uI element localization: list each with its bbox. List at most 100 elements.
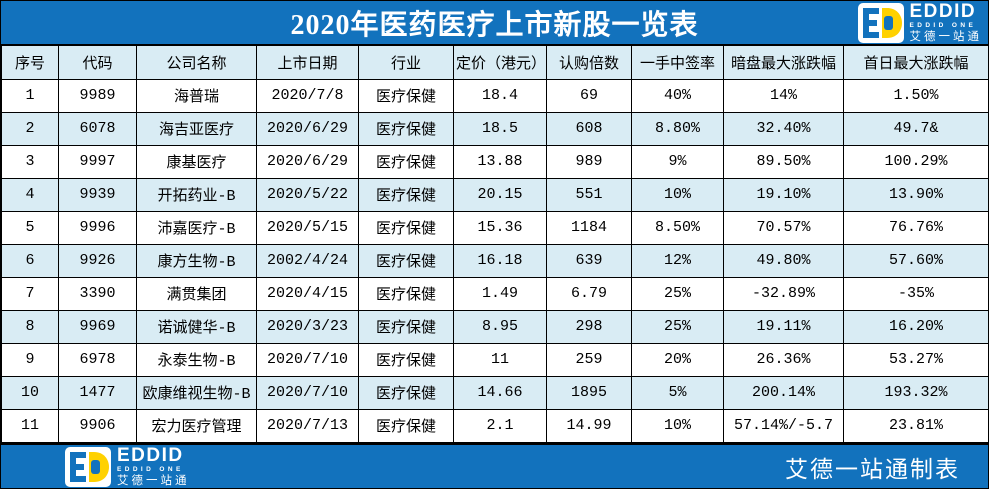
column-header: 一手中签率	[631, 44, 724, 80]
table-cell: 2020/6/29	[256, 144, 359, 179]
table-cell: 9996	[58, 210, 137, 245]
column-header: 序号	[1, 44, 59, 80]
table-cell: 14%	[723, 78, 844, 113]
table-cell: 10%	[631, 177, 724, 212]
table-cell: 89.50%	[723, 144, 844, 179]
table-cell: 沛嘉医疗-B	[136, 210, 257, 245]
table-cell: 医疗保健	[358, 309, 454, 344]
table-cell: 2020/7/10	[256, 375, 359, 410]
table-cell: 4	[1, 177, 59, 212]
table-cell: 2020/7/13	[256, 408, 359, 444]
brand-wordmark: EDDID	[117, 445, 184, 466]
brand-tagline: EDDID ONE	[909, 22, 977, 29]
table-cell: 19.10%	[723, 177, 844, 212]
eddid-monogram-icon	[65, 446, 111, 487]
table-cell: 53.27%	[843, 342, 988, 377]
column-header: 公司名称	[136, 44, 257, 80]
column-header: 认购倍数	[546, 44, 632, 80]
table-cell: 医疗保健	[358, 342, 454, 377]
table-cell: 16.18	[453, 243, 547, 278]
table-cell: 989	[546, 144, 632, 179]
column-header: 暗盘最大涨跌幅	[723, 44, 844, 80]
table-cell: 2020/5/22	[256, 177, 359, 212]
table-cell: 开拓药业-B	[136, 177, 257, 212]
table-cell: 宏力医疗管理	[136, 408, 257, 444]
table-cell: 25%	[631, 309, 724, 344]
table-cell: 8.95	[453, 309, 547, 344]
table-row: 5 9996 沛嘉医疗-B 2020/5/15 医疗保健 15.36 1184 8.50% 70…	[1, 210, 988, 245]
page-title: 2020年医药医疗上市新股一览表	[290, 9, 699, 41]
table-cell: 医疗保健	[358, 243, 454, 278]
table-cell: 76.76%	[843, 210, 988, 245]
table-cell: 13.90%	[843, 177, 988, 212]
table-cell: 193.32%	[843, 375, 988, 410]
table-cell: 298	[546, 309, 632, 344]
table-cell: 医疗保健	[358, 144, 454, 179]
table-cell: 14.66	[453, 375, 547, 410]
table-cell: 1895	[546, 375, 632, 410]
brand-tagline: EDDID ONE	[117, 466, 184, 473]
table-cell: 1477	[58, 375, 137, 410]
table-cell: 6078	[58, 111, 137, 146]
eddid-logo-text: EDDID EDDID ONE 艾德一站通	[910, 2, 983, 43]
table-cell: 19.11%	[723, 309, 844, 344]
table-cell: 9%	[631, 144, 724, 179]
table-row: 3 9997 康基医疗 2020/6/29 医疗保健 13.88 989 9% 89.50% 10…	[1, 144, 988, 179]
table-cell: 医疗保健	[358, 111, 454, 146]
table-cell: 6978	[58, 342, 137, 377]
table-cell: 海普瑞	[136, 78, 257, 113]
table-cell: 2020/6/29	[256, 111, 359, 146]
table-cell: 6.79	[546, 276, 632, 311]
table-cell: 12%	[631, 243, 724, 278]
table-cell: 9989	[58, 78, 137, 113]
table-cell: 8.50%	[631, 210, 724, 245]
column-header: 首日最大涨跌幅	[843, 44, 988, 80]
column-header: 行业	[358, 44, 454, 80]
table-cell: 608	[546, 111, 632, 146]
table-cell: 8	[1, 309, 59, 344]
table-cell: 25%	[631, 276, 724, 311]
table-cell: 11	[1, 408, 59, 444]
table-cell: 15.36	[453, 210, 547, 245]
table-cell: 康基医疗	[136, 144, 257, 179]
table-cell: 32.40%	[723, 111, 844, 146]
table-cell: 14.99	[546, 408, 632, 444]
table-cell: 医疗保健	[358, 375, 454, 410]
table-cell: 永泰生物-B	[136, 342, 257, 377]
brand-chinese-name: 艾德一站通	[117, 474, 190, 487]
table-cell: 2002/4/24	[256, 243, 359, 278]
table-cell: 100.29%	[843, 144, 988, 179]
table-row: 4 9939 开拓药业-B 2020/5/22 医疗保健 20.15 551 10% 19.10…	[1, 177, 988, 212]
eddid-logo: EDDID EDDID ONE 艾德一站通	[857, 2, 983, 43]
table-cell: 医疗保健	[358, 210, 454, 245]
table-cell: 49.80%	[723, 243, 844, 278]
table-cell: 13.88	[453, 144, 547, 179]
brand-chinese-name: 艾德一站通	[909, 30, 982, 43]
eddid-logo-footer: EDDID EDDID ONE 艾德一站通	[65, 446, 190, 487]
table-cell: 200.14%	[723, 375, 844, 410]
table-cell: 18.4	[453, 78, 547, 113]
table-row: 1 9989 海普瑞 2020/7/8 医疗保健 18.4 69 40% 14% 1.50%	[1, 78, 988, 113]
table-cell: 医疗保健	[358, 408, 454, 444]
table-cell: 9997	[58, 144, 137, 179]
column-header: 上市日期	[256, 44, 359, 80]
table-cell: 1184	[546, 210, 632, 245]
table-cell: 20%	[631, 342, 724, 377]
table-cell: 8.80%	[631, 111, 724, 146]
table-cell: 2020/4/15	[256, 276, 359, 311]
table-cell: 18.5	[453, 111, 547, 146]
table-cell: 医疗保健	[358, 78, 454, 113]
eddid-monogram-icon	[857, 2, 904, 43]
table-cell: 9	[1, 342, 59, 377]
table-cell: 9969	[58, 309, 137, 344]
table-row: 2 6078 海吉亚医疗 2020/6/29 医疗保健 18.5 608 8.80% 32.40…	[1, 111, 988, 146]
table-cell: 2020/5/15	[256, 210, 359, 245]
table-cell: 23.81%	[843, 408, 988, 444]
table-cell: 259	[546, 342, 632, 377]
table-cell: 2020/7/8	[256, 78, 359, 113]
table-area: 序号 代码 公司名称 上市日期 行业 定价（港元） 认购倍数 一手中签率 暗盘最大涨跌幅 首日最大…	[1, 44, 988, 444]
table-cell: 26.36%	[723, 342, 844, 377]
eddid-logo-text-footer: EDDID EDDID ONE 艾德一站通	[117, 446, 190, 487]
table-header-row: 序号 代码 公司名称 上市日期 行业 定价（港元） 认购倍数 一手中签率 暗盘最大涨跌幅 首日最大…	[1, 44, 988, 80]
